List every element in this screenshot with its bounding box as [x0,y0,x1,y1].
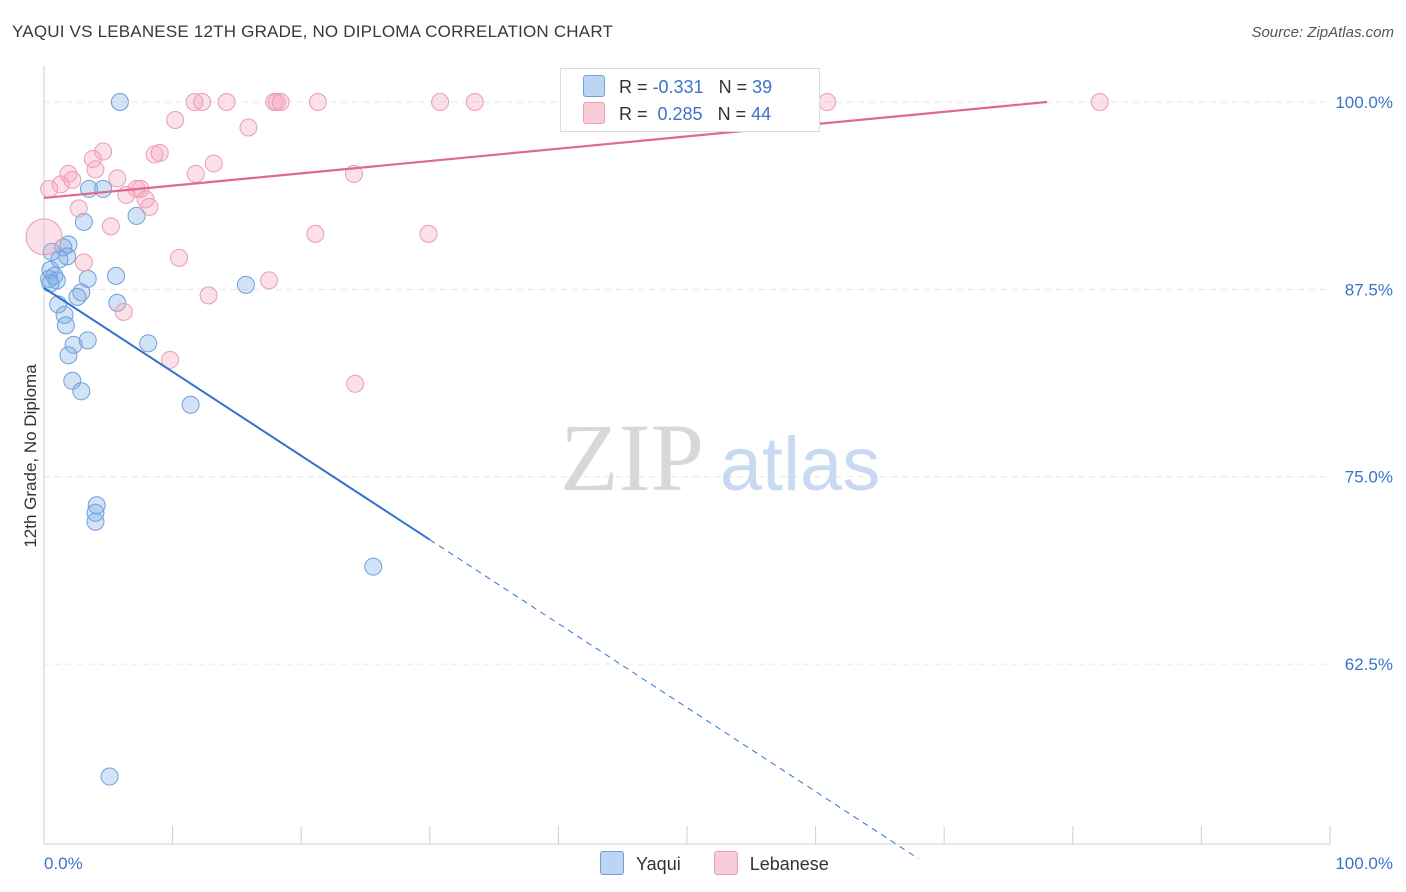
legend-row-yaqui: R = -0.331 N = 39 [583,75,772,101]
yaqui-point [63,371,82,390]
lebanese-point [51,175,70,194]
yaqui-point [364,557,383,576]
lebanese-point [166,110,185,129]
lebanese-trend-line [43,100,1048,200]
yaqui-point [74,212,93,231]
legend-swatch-yaqui [583,75,605,97]
axes [43,66,1331,845]
series-swatch-yaqui [600,851,624,875]
yaqui-point [127,206,146,225]
y-tick-label: 75.0% [1345,468,1393,487]
trend-lines [43,100,1048,860]
lebanese-point [260,271,279,290]
y-tick-label: 87.5% [1345,280,1393,299]
tick-labels: 100.0% 87.5% 75.0% 62.5% 0.0% 100.0% [44,93,1393,873]
yaqui-point [86,512,105,531]
yaqui-point [54,238,73,257]
lebanese-point [108,169,127,188]
lebanese-point [818,92,837,111]
legend-r-label: R = [619,77,653,97]
lebanese-point [150,143,169,162]
lebanese-point [267,92,286,111]
lebanese-point [170,248,189,267]
yaqui-point [107,266,126,285]
lebanese-point [271,92,290,111]
yaqui-point [108,293,127,312]
scatter-points [25,92,1109,786]
x-tick-label: 0.0% [44,854,83,873]
lebanese-point [40,179,59,198]
lebanese-point [419,224,438,243]
series-legend: Yaqui Lebanese [600,851,857,875]
watermark-atlas: atlas [720,422,881,507]
yaqui-point [56,316,75,335]
yaqui-point [59,346,78,365]
legend-swatch-lebanese [583,102,605,124]
yaqui-point [181,395,200,414]
lebanese-point [217,92,236,111]
lebanese-point [83,149,102,168]
lebanese-point [1090,92,1109,111]
correlation-legend: R = -0.331 N = 39 R = 0.285 N = 44 [560,68,820,132]
legend-r-label: R = [619,104,653,124]
lebanese-point [114,302,133,321]
yaqui-point [236,275,255,294]
lebanese-point [193,92,212,111]
legend-r-value: 0.285 [652,104,703,124]
y-axis-label: 12th Grade, No Diploma [21,364,40,548]
watermark: ZIP atlas [560,404,880,511]
watermark-zip: ZIP [560,404,704,511]
series-legend-yaqui[interactable]: Yaqui [600,851,681,875]
lebanese-point [431,92,450,111]
lebanese-point [465,92,484,111]
legend-row-lebanese: R = 0.285 N = 44 [583,102,771,128]
yaqui-point [64,335,83,354]
series-name-lebanese: Lebanese [749,854,829,874]
legend-n-value: 44 [751,104,772,124]
yaqui-trend-extension [429,539,919,860]
lebanese-point [204,154,223,173]
lebanese-point [25,218,63,256]
chart-source: Source: ZipAtlas.com [1251,24,1394,41]
lebanese-point [94,142,113,161]
series-name-yaqui: Yaqui [636,854,681,874]
lebanese-point [140,197,159,216]
lebanese-point [161,350,180,369]
grid-lines [44,101,1330,665]
lebanese-point [185,92,204,111]
yaqui-point [78,331,97,350]
series-legend-lebanese[interactable]: Lebanese [713,851,829,875]
yaqui-point [94,179,113,198]
lebanese-point [199,286,218,305]
lebanese-point [186,164,205,183]
y-tick-label: 62.5% [1345,655,1393,674]
yaqui-trend-line [43,287,431,541]
yaqui-point [50,250,69,269]
yaqui-point [110,92,129,111]
lebanese-point [346,374,365,393]
x-tick-label: 100.0% [1335,854,1393,873]
yaqui-point [72,382,91,401]
legend-n-label: N = [718,77,753,97]
legend-n-value: 39 [752,77,773,97]
lebanese-point [69,199,88,218]
lebanese-point [74,253,93,272]
lebanese-point [63,170,82,189]
lebanese-point [101,217,120,236]
lebanese-point [308,92,327,111]
series-swatch-lebanese [713,851,738,875]
legend-n-label: N = [717,104,752,124]
yaqui-point [139,334,158,353]
chart-title: YAQUI VS LEBANESE 12TH GRADE, NO DIPLOMA… [12,22,614,41]
legend-r-value: -0.331 [652,77,704,97]
lebanese-point [239,118,258,137]
yaqui-point [68,287,87,306]
yaqui-point [100,767,119,786]
y-tick-label: 100.0% [1335,93,1393,112]
lebanese-point [306,224,325,243]
lebanese-point [86,160,105,179]
